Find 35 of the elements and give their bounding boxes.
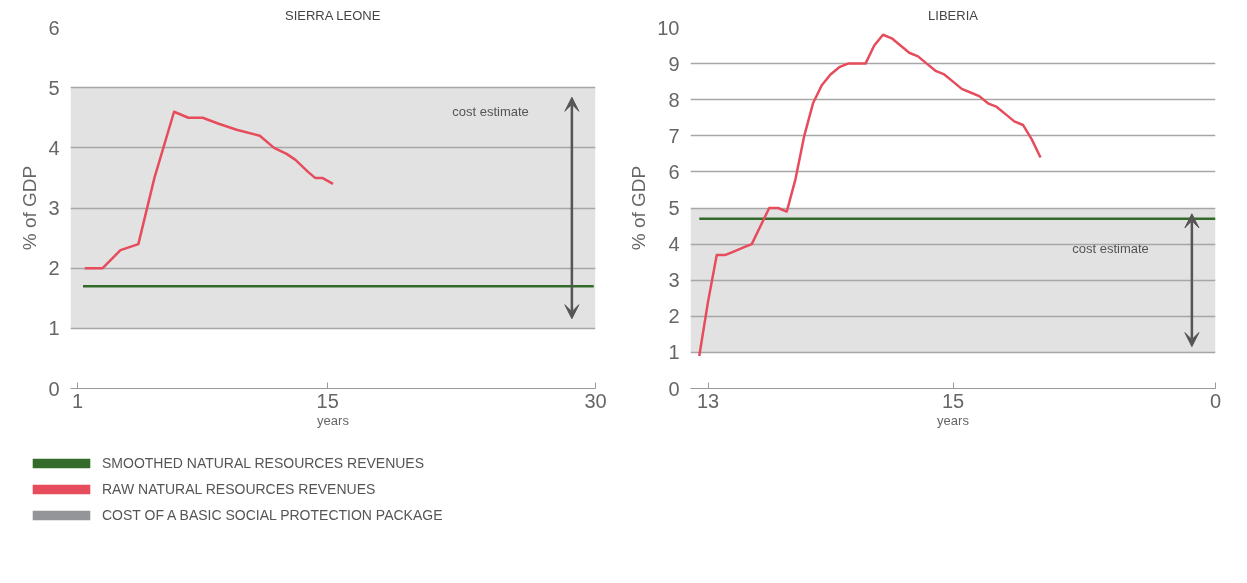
x-axis-title: years xyxy=(937,412,970,428)
y-tick-label: 3 xyxy=(48,197,60,219)
y-tick-label: 4 xyxy=(48,136,60,159)
x-tick-label: 30 xyxy=(584,389,607,412)
y-tick-label: 10 xyxy=(657,16,680,39)
y-tick-label: 4 xyxy=(668,233,680,256)
legend-label: SMOOTHED NATURAL RESOURCES REVENUES xyxy=(102,455,425,471)
line-series xyxy=(698,33,1042,358)
y-tick-label: 1 xyxy=(48,317,60,340)
y-tick-label: 2 xyxy=(668,305,680,328)
y-tick-label: 9 xyxy=(668,52,680,75)
x-tick-label: 15 xyxy=(316,389,339,412)
y-tick-label: 7 xyxy=(668,124,680,147)
y-tick-label: 5 xyxy=(48,76,60,99)
x-axis-title: years xyxy=(317,412,350,428)
y-tick-label: 1 xyxy=(668,341,680,364)
y-tick-label: 6 xyxy=(48,16,60,39)
y-tick-label: 2 xyxy=(48,257,60,280)
y-tick-label: 3 xyxy=(668,269,680,292)
y-axis-title: % of GDP xyxy=(19,165,41,251)
y-axis-title: % of GDP xyxy=(628,165,650,251)
x-tick-label: 0 xyxy=(1209,389,1222,412)
y-tick-label: 5 xyxy=(668,197,680,219)
y-tick-label: 6 xyxy=(668,160,680,183)
chart-title: LIBERIA xyxy=(928,7,979,23)
y-tick-label: 8 xyxy=(668,88,680,111)
legend-label: RAW NATURAL RESOURCES REVENUES xyxy=(102,481,376,497)
x-tick-label: 1 xyxy=(72,389,84,412)
line-series xyxy=(83,110,335,270)
annotation: cost estimate xyxy=(1072,240,1149,256)
x-tick-label: 15 xyxy=(941,389,965,412)
annotation: cost estimate xyxy=(452,104,529,120)
x-tick-label: 13 xyxy=(696,389,720,412)
chart-title: SIERRA LEONE xyxy=(284,7,381,23)
legend-label: COST OF A BASIC SOCIAL PROTECTION PACKAGE xyxy=(102,507,443,523)
